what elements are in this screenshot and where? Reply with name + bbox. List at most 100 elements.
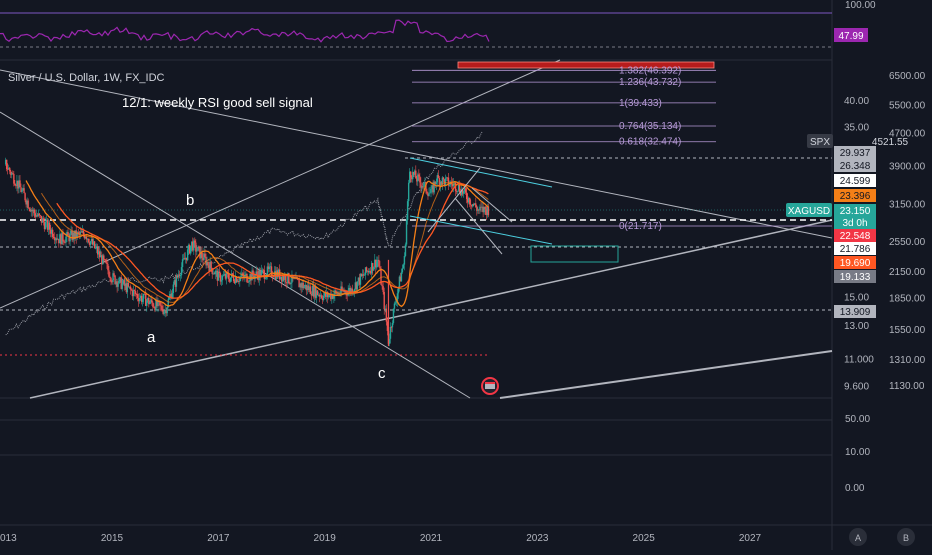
candle-body (145, 293, 147, 306)
candle-body (56, 238, 58, 240)
spx-price-axis[interactable]: 6500.00 5500.00 4700.00 3900.00 3150.00 2550.… (889, 71, 926, 392)
candle-body (66, 231, 68, 237)
candle-body (14, 183, 16, 186)
candle-body (405, 219, 408, 245)
candle-body (19, 180, 21, 188)
candle-body (320, 295, 323, 299)
candle-body (210, 261, 212, 269)
candle-body (199, 247, 201, 259)
candle-body (395, 300, 398, 303)
candle-body (283, 276, 285, 280)
candle-body (223, 274, 226, 276)
candle-body (31, 209, 33, 212)
candle-body (101, 255, 103, 265)
time-axis-tick: 2019 (314, 533, 337, 544)
candle-body (447, 177, 450, 186)
candle-body (323, 292, 326, 296)
candle-body (305, 284, 307, 291)
candle-body (349, 287, 351, 293)
candle-body (421, 186, 423, 188)
earnings-event-icon[interactable] (481, 377, 499, 395)
candle-body (389, 326, 392, 339)
candle-body (264, 278, 267, 280)
candle-body (50, 229, 53, 234)
candle-body (365, 267, 368, 272)
candle-body (71, 230, 73, 241)
candle-body (272, 276, 275, 278)
candle-body (337, 292, 339, 295)
candle-body (414, 170, 416, 175)
candle-body (152, 302, 154, 307)
candle-body (51, 229, 54, 237)
log-scale-button[interactable] (897, 528, 915, 546)
candle-body (486, 206, 489, 215)
candle-body (433, 181, 435, 193)
candle-body (134, 291, 137, 294)
candle-body (448, 184, 451, 186)
candle-body (458, 184, 461, 193)
candle-body (431, 185, 433, 190)
candle-body (322, 295, 325, 301)
candle-body (165, 310, 167, 314)
candle-body (168, 296, 170, 300)
candle-body (472, 204, 474, 207)
price-tag (834, 256, 876, 269)
moving-average-band (41, 182, 489, 303)
candle-body (198, 246, 200, 248)
candle-body (289, 282, 291, 284)
candle-body (240, 276, 242, 278)
auto-scale-button-label: A (855, 533, 861, 543)
spx-axis-tick: 1850.00 (889, 294, 926, 305)
candle-body (4, 159, 7, 165)
candle-body (203, 253, 205, 261)
candle-body (128, 286, 131, 288)
candle-body (54, 238, 56, 241)
candle-body (177, 275, 180, 278)
candle-body (344, 290, 346, 293)
candle-body (208, 265, 210, 272)
silver-price-axis[interactable]: 40.00 35.00 15.00 13.00 11.000 9.600 (844, 96, 874, 393)
candle-body (43, 222, 46, 230)
spx-comparison-line (5, 130, 483, 336)
candle-body (77, 232, 79, 234)
price-tag-text: 13.909 (840, 307, 871, 318)
candle-body (364, 267, 367, 275)
candle-body (457, 184, 460, 191)
candle-body (263, 270, 266, 279)
candle-body (454, 182, 457, 192)
candle-body (369, 270, 372, 274)
candle-body (217, 271, 220, 281)
candle-body (435, 182, 438, 184)
candle-body (412, 171, 414, 180)
candle-body (302, 282, 304, 289)
spx-support-trendline (499, 350, 833, 399)
candle-body (214, 270, 216, 275)
candle-body (358, 277, 361, 285)
candle-body (480, 206, 482, 208)
moving-average-slow (56, 182, 489, 299)
candle-body (146, 300, 148, 306)
candle-body (475, 203, 477, 208)
time-axis[interactable]: 013 2015 2017 2019 2021 2023 2025 2027 (0, 533, 762, 544)
candle-body (61, 232, 63, 245)
price-tag-text: 26.348 (840, 161, 871, 172)
candle-body (249, 274, 251, 282)
price-tag (834, 305, 876, 318)
candle-body (315, 290, 318, 298)
lower-axis-tick: 50.00 (845, 414, 870, 425)
candle-body (482, 206, 484, 213)
candle-body (99, 251, 101, 258)
candle-body (281, 276, 283, 282)
candle-body (423, 182, 425, 187)
price-tag (834, 242, 876, 255)
auto-scale-button[interactable] (849, 528, 867, 546)
candle-body (367, 270, 370, 273)
candle-body (260, 270, 262, 277)
candle-body (120, 277, 122, 289)
candle-body (46, 219, 49, 230)
candle-body (86, 238, 89, 240)
candle-body (409, 171, 411, 183)
candle-body (35, 215, 38, 217)
